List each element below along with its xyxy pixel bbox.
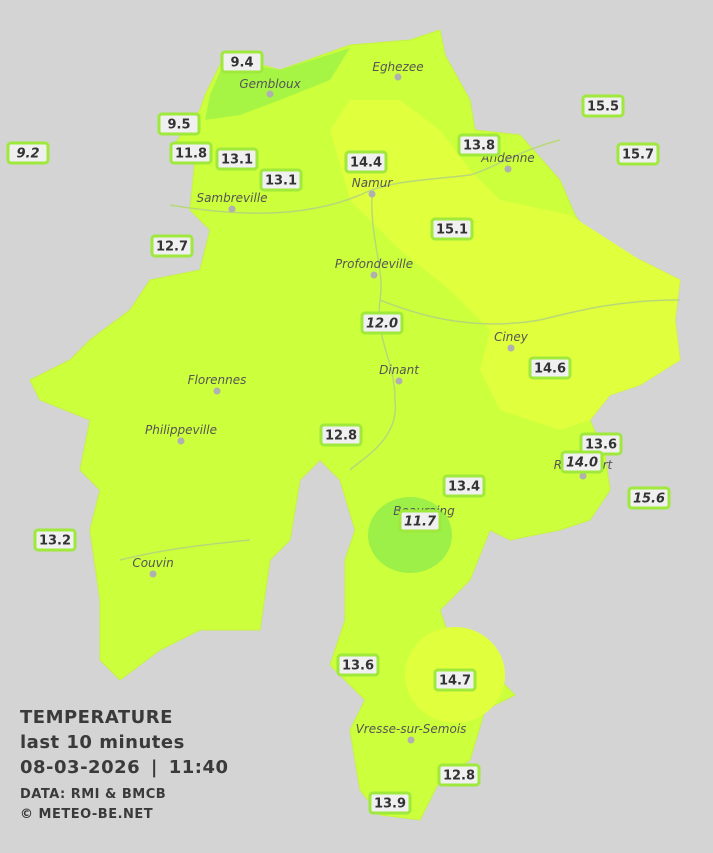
river: [119, 139, 681, 561]
city-label: Gembloux: [239, 77, 301, 91]
legend-title: TEMPERATURE: [20, 707, 173, 728]
station-value: 14.0: [566, 456, 598, 471]
city-label: Eghezee: [372, 60, 423, 74]
station-value: 12.7: [156, 240, 188, 255]
station-value: 9.4: [230, 56, 253, 71]
city-dot: [213, 387, 221, 395]
station-value: 13.1: [221, 153, 253, 168]
station-box: [430, 217, 474, 241]
station-box: [6, 141, 50, 165]
station-value: 15.5: [587, 100, 619, 115]
city-label: Philippeville: [145, 423, 217, 437]
city-label: Sambreville: [196, 191, 267, 205]
legend-subtitle: last 10 minutes: [20, 732, 185, 753]
city-dot: [407, 736, 415, 744]
station-box: [150, 234, 194, 258]
station-box: [360, 311, 404, 335]
legend-source: DATA: RMI & BMCB: [20, 787, 166, 802]
station-box: [560, 450, 604, 474]
station-box: [616, 142, 660, 166]
station-box: [398, 509, 442, 533]
station-box: [344, 150, 388, 174]
station-box: [220, 50, 264, 74]
city-label: Florennes: [188, 373, 247, 387]
station-value: 13.9: [374, 797, 406, 812]
station-value: 13.8: [463, 139, 495, 154]
station-value: 13.6: [342, 659, 374, 674]
station-value: 9.5: [167, 118, 190, 133]
city-dot: [395, 377, 403, 385]
station-value: 13.1: [265, 174, 297, 189]
station-box: [437, 763, 481, 787]
station-value: 12.0: [366, 317, 398, 332]
station-box: [528, 356, 572, 380]
station-value: 11.8: [175, 147, 207, 162]
station-value: 12.8: [443, 769, 475, 784]
station-value: 14.6: [534, 362, 566, 377]
station-box: [457, 133, 501, 157]
station-value: 9.2: [16, 147, 39, 162]
city-dot: [579, 472, 587, 480]
station-box: [259, 168, 303, 192]
station-value: 11.7: [404, 515, 437, 530]
station-box: [627, 486, 671, 510]
station-box: [368, 791, 412, 815]
station-box: [581, 94, 625, 118]
station-box: [319, 423, 363, 447]
warm-zone: [330, 100, 680, 430]
station-value: 13.2: [39, 534, 71, 549]
city-dot: [149, 570, 157, 578]
city-dot: [370, 271, 378, 279]
city-dot: [228, 205, 236, 213]
station-box: [215, 147, 259, 171]
city-dot: [507, 344, 515, 352]
station-value: 12.8: [325, 429, 357, 444]
station-box: [169, 141, 213, 165]
city-label: Profondeville: [335, 257, 413, 271]
station-value: 14.7: [439, 674, 471, 689]
station-box: [336, 653, 380, 677]
city-label: Namur: [352, 176, 394, 190]
station-value: 13.6: [585, 438, 617, 453]
city-label: Dinant: [379, 363, 420, 377]
city-dot: [394, 73, 402, 81]
city-dot: [177, 437, 185, 445]
station-value: 15.6: [633, 492, 665, 507]
station-value: 15.7: [622, 148, 654, 163]
station-box: [442, 474, 486, 498]
city-label: Ciney: [494, 330, 529, 344]
legend-datetime: 08-03-2026 | 11:40: [20, 757, 229, 778]
station-box: [33, 528, 77, 552]
station-value: 15.1: [436, 223, 468, 238]
station-box: [157, 112, 201, 136]
legend-copyright: © METEO-BE.NET: [20, 807, 153, 822]
city-dot: [368, 190, 376, 198]
station-value: 13.4: [448, 480, 480, 495]
city-dot: [266, 90, 274, 98]
city-dot: [504, 165, 512, 173]
station-value: 14.4: [350, 156, 382, 171]
city-label: Vresse-sur-Semois: [356, 722, 467, 736]
station-box: [433, 668, 477, 692]
city-label: Couvin: [132, 556, 173, 570]
